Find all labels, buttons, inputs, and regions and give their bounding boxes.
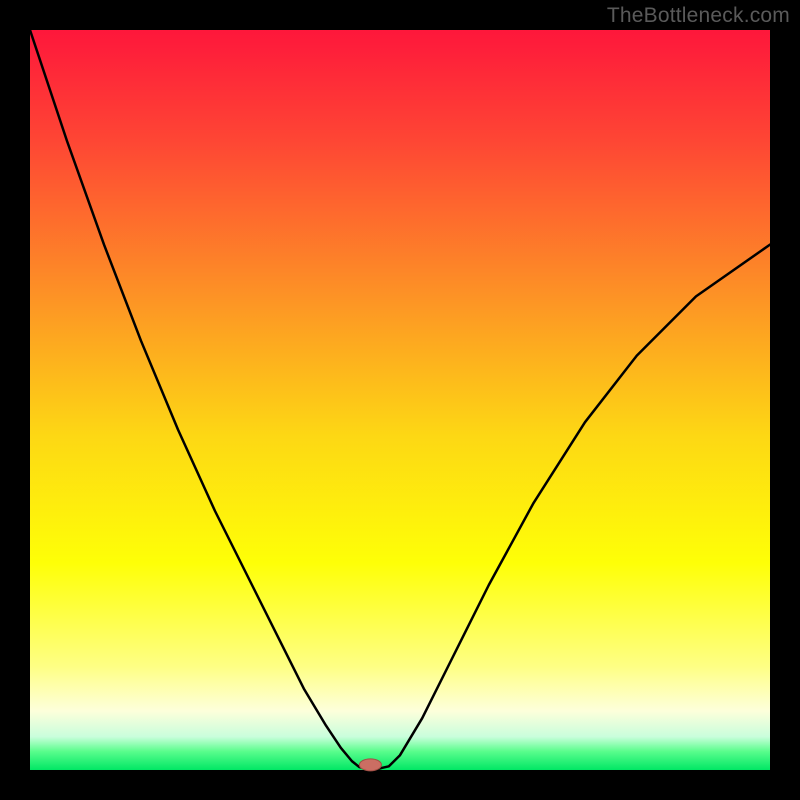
bottleneck-chart xyxy=(0,0,800,800)
minimum-marker xyxy=(359,759,381,771)
chart-stage: TheBottleneck.com xyxy=(0,0,800,800)
gradient-background xyxy=(30,30,770,770)
